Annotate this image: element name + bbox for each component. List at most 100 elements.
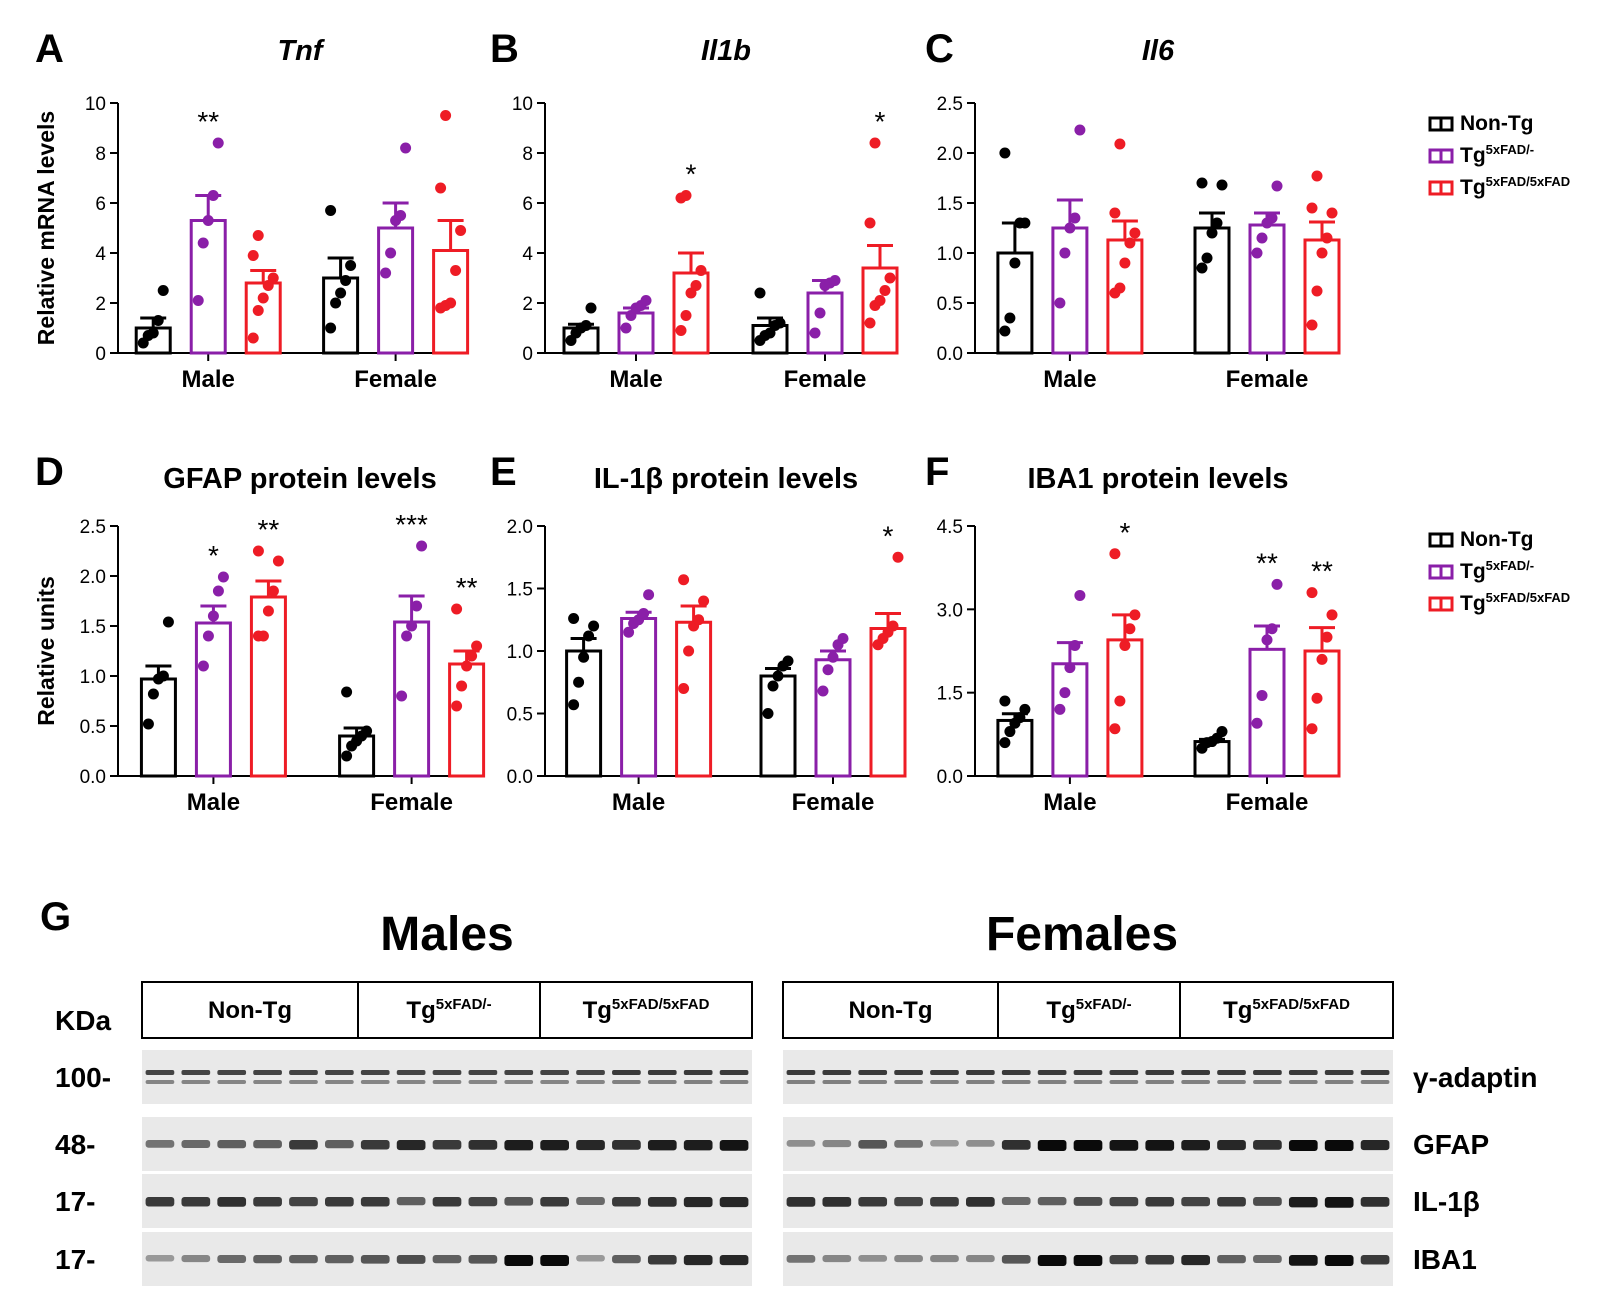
data-point (1306, 319, 1318, 331)
data-point (1124, 623, 1136, 635)
kda-marker: 17- (55, 1244, 95, 1275)
data-point (772, 670, 784, 682)
significance-label: * (883, 520, 894, 551)
data-point (207, 190, 219, 201)
bar (1106, 638, 1144, 778)
blot-band (181, 1080, 211, 1084)
blot-band (1181, 1080, 1210, 1084)
data-point (827, 651, 839, 663)
blot-band (576, 1255, 605, 1262)
y-tick-label: 0.0 (937, 767, 963, 788)
blot-band (1037, 1080, 1067, 1084)
blot-band (468, 1070, 498, 1075)
data-point (620, 322, 632, 334)
data-point (1114, 695, 1126, 707)
data-point (643, 589, 655, 601)
blot-band (858, 1070, 888, 1075)
data-point (440, 110, 452, 121)
data-point (874, 295, 886, 306)
y-tick-label: 1.5 (937, 684, 963, 705)
data-point (1216, 179, 1228, 191)
protein-label: IL-1β (1413, 1186, 1480, 1217)
data-point (252, 545, 264, 557)
data-point (623, 626, 635, 638)
data-point (1311, 285, 1323, 297)
data-point (829, 275, 841, 286)
kda-marker: 17- (55, 1186, 95, 1217)
y-tick-label: 10 (85, 94, 106, 115)
chart-panel-e: E IL-1β protein levels 0.0 0.5 1.0 1.5 2.0 Male… (490, 450, 907, 816)
bar (1051, 226, 1089, 355)
chart-panel-a: A Tnf 0 2 4 6 8 10 Relative mRNA levels Male ** Fem… (33, 27, 470, 393)
y-tick-label: 2.0 (507, 517, 533, 538)
significance-label: * (686, 159, 697, 190)
blot-band (396, 1197, 426, 1206)
y-tick-label: 6 (522, 194, 533, 215)
data-point (217, 571, 229, 583)
blot-band (253, 1070, 282, 1075)
data-point (416, 540, 428, 552)
blot-band (1181, 1140, 1210, 1151)
data-point (809, 327, 821, 339)
protein-label: IBA1 (1413, 1244, 1477, 1275)
data-point (887, 620, 899, 632)
blot-band (1109, 1255, 1139, 1265)
data-point (1271, 578, 1283, 590)
blot-band (786, 1197, 816, 1207)
blot-band (1288, 1080, 1318, 1084)
data-point (1321, 631, 1333, 643)
blot-band (1109, 1070, 1139, 1075)
data-point (147, 327, 159, 339)
data-point (1316, 653, 1328, 665)
data-point (1009, 257, 1021, 269)
data-point (1261, 634, 1273, 646)
blot-band (504, 1140, 534, 1151)
data-point (1059, 687, 1071, 699)
bar (806, 291, 844, 355)
bar (620, 617, 658, 778)
chart-title: IL-1β protein levels (594, 463, 858, 495)
data-point (864, 317, 876, 329)
y-tick-label: 0 (522, 344, 533, 365)
data-point (1004, 726, 1016, 738)
blot-band (217, 1070, 247, 1075)
data-point (999, 695, 1011, 707)
data-point (884, 272, 896, 284)
blot-band (930, 1070, 959, 1075)
data-point (1014, 712, 1026, 724)
data-point (197, 237, 209, 249)
blot-band (360, 1197, 390, 1207)
y-tick-label: 1.0 (80, 667, 106, 688)
data-point (162, 616, 174, 628)
blot-band (289, 1080, 318, 1084)
blot-band (719, 1140, 749, 1151)
data-point (822, 664, 834, 676)
data-point (395, 210, 407, 221)
y-tick-label: 0 (95, 344, 106, 365)
data-point (1069, 212, 1081, 224)
y-tick-label: 0.0 (80, 767, 106, 788)
blot-band (719, 1070, 749, 1075)
blot-band (1181, 1255, 1210, 1266)
data-point (1266, 623, 1278, 635)
blot-band (217, 1255, 247, 1263)
data-point (1109, 723, 1121, 735)
blot-band (786, 1255, 816, 1263)
blot-band (145, 1080, 175, 1084)
data-point (157, 670, 169, 682)
blot-strip (783, 1050, 1393, 1104)
blot-band (930, 1140, 959, 1147)
blot-band (858, 1080, 888, 1084)
data-point (461, 660, 473, 672)
data-point (345, 260, 357, 271)
blot-band (576, 1080, 605, 1084)
blot-band (1037, 1070, 1067, 1075)
data-point (341, 686, 353, 698)
data-point (272, 555, 284, 567)
data-point (879, 285, 891, 296)
blot-band (683, 1255, 713, 1266)
blot-band (1001, 1070, 1031, 1075)
significance-label: *** (395, 509, 428, 540)
x-tick-label: Female (354, 366, 437, 393)
blot-band (1217, 1197, 1246, 1207)
